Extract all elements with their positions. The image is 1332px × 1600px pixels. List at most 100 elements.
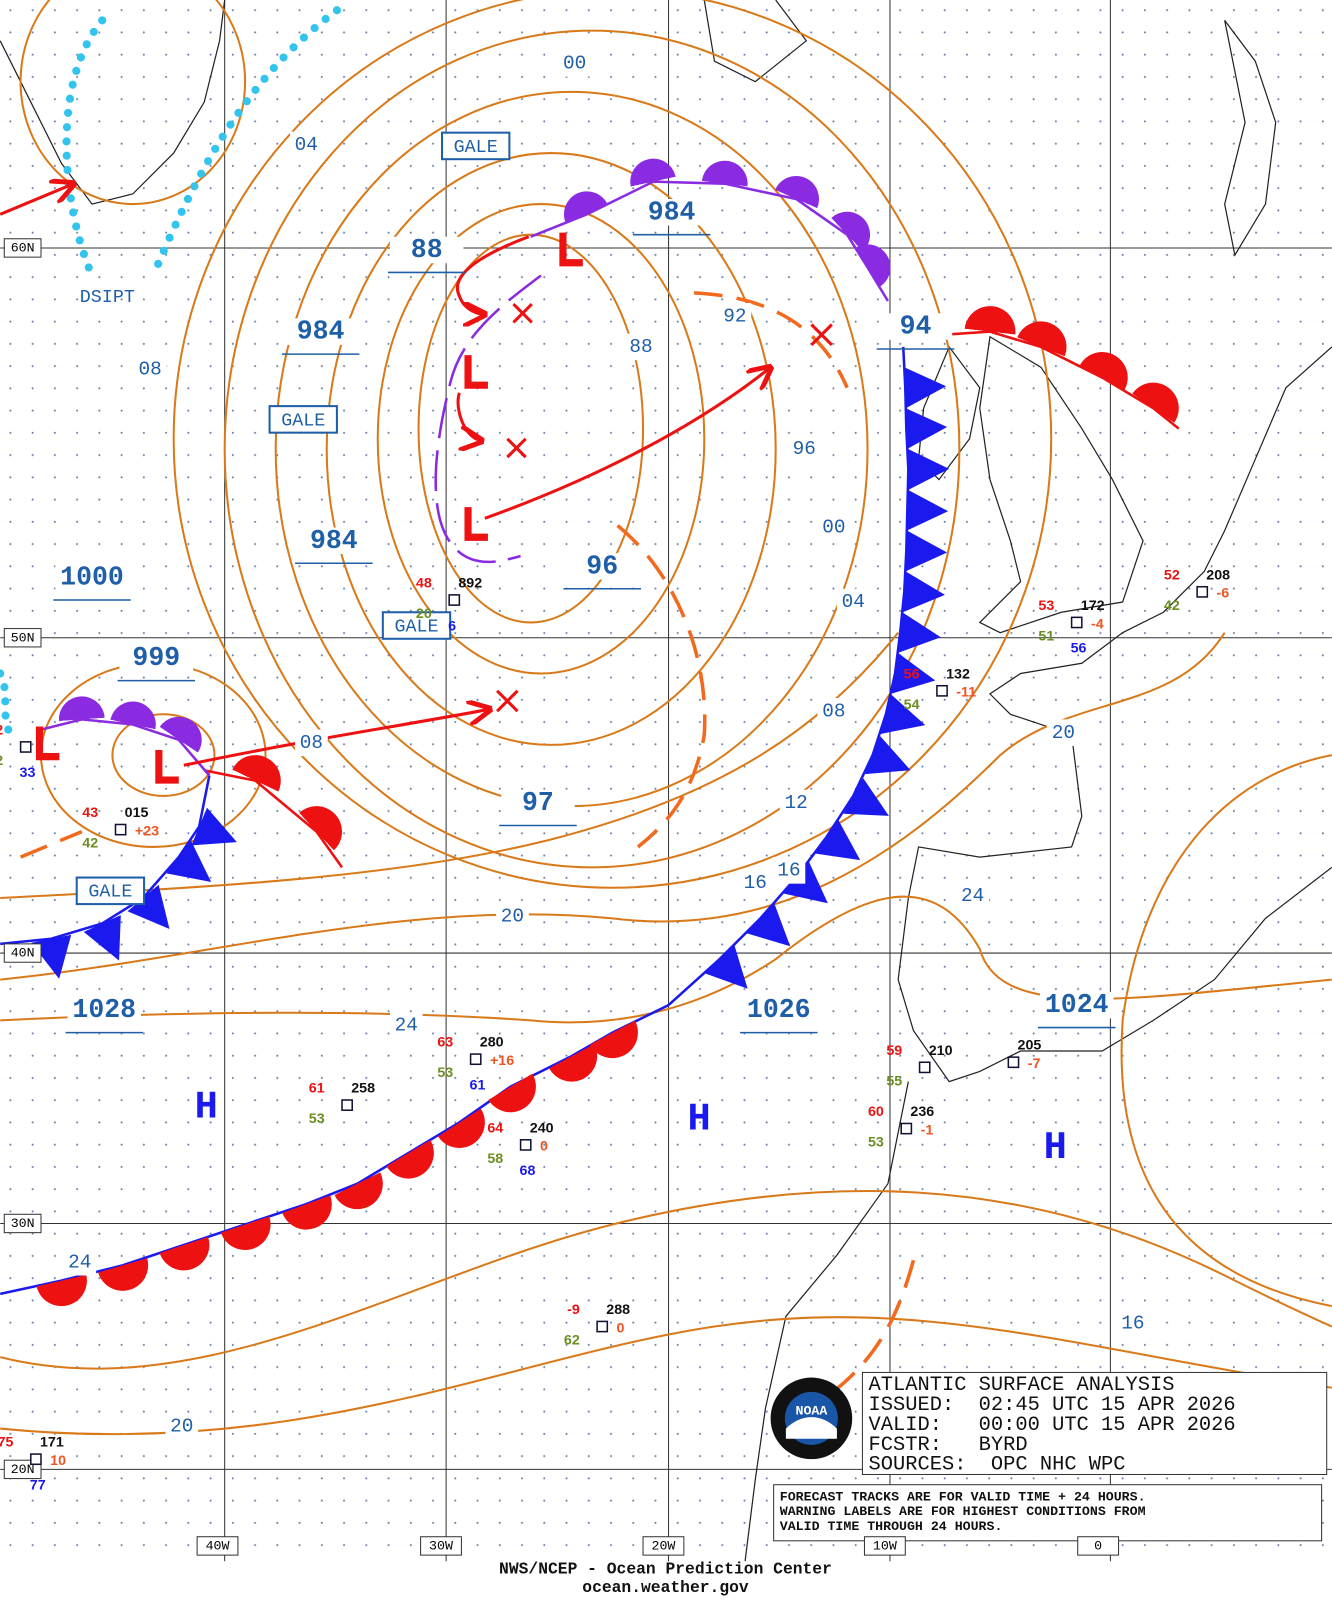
isobar-label-bg (389, 1012, 423, 1039)
footer-url: ocean.weather.gov (582, 1578, 749, 1597)
notice-line: WARNING LABELS ARE FOR HIGHEST CONDITION… (780, 1504, 1146, 1519)
station-tendency: 10 (50, 1453, 66, 1469)
isobar-label: 88 (411, 235, 443, 265)
isobar-label-bg (1039, 991, 1114, 1019)
station-extra: 6 (448, 618, 456, 634)
lat-label: 40N (11, 946, 35, 961)
high-center: H (688, 1098, 711, 1142)
isobar-label: 999 (132, 643, 180, 673)
isobar-label-bg (501, 789, 575, 817)
lon-label: 10W (873, 1538, 897, 1553)
isobar-label: 1026 (747, 995, 811, 1025)
station-dewpoint: 55 (886, 1073, 902, 1089)
isobar-label-bg (817, 697, 851, 725)
lat-label: 20N (11, 1462, 35, 1477)
station-tendency: -11 (956, 685, 976, 701)
lat-label-box (3, 1213, 42, 1234)
station-pressure: 171 (40, 1435, 64, 1451)
station-pressure: 015 (125, 805, 149, 821)
lon-label: 30W (429, 1538, 453, 1553)
isobar-label: 1000 (60, 563, 124, 593)
isobar-label: 04 (842, 591, 865, 613)
isobar-label-bg (67, 996, 141, 1024)
isobar-label-bg (817, 514, 851, 541)
isobar-label-bg (55, 564, 129, 591)
station-marker (918, 1061, 931, 1074)
station-temp: 48 (416, 575, 432, 591)
coastlines (0, 0, 1332, 1562)
isobar-label: 1028 (72, 995, 136, 1025)
station-temp: 60 (868, 1104, 884, 1120)
isobar-label-bg (295, 729, 328, 757)
isobar-label-bg (956, 882, 989, 910)
notice-box (773, 1484, 1323, 1542)
station-dewpoint: 53 (309, 1111, 325, 1127)
warning-label: GALE (88, 882, 132, 903)
info-title: ATLANTIC SURFACE ANALYSIS (869, 1374, 1175, 1397)
station-temp: 56 (904, 666, 920, 682)
station-marker (1196, 585, 1209, 598)
isobar-label: 16 (777, 860, 800, 882)
station-dewpoint: 58 (487, 1151, 503, 1167)
station-temp: 63 (437, 1035, 453, 1051)
station-temp: 53 (1038, 598, 1054, 614)
station-dewpoint: 32 (0, 753, 3, 769)
isobar-label-bg (165, 1413, 199, 1440)
station-pressure: 258 (351, 1081, 375, 1097)
isobar-label-bg (836, 588, 870, 616)
isobar-label: 20 (170, 1416, 193, 1438)
station-temp: -9 (567, 1302, 580, 1318)
info-sources: SOURCES: OPC NHC WPC (869, 1454, 1126, 1477)
isobar-label: 04 (295, 134, 318, 156)
station-marker (30, 1453, 42, 1466)
station-tendency: +16 (490, 1053, 514, 1069)
station-pressure: 132 (946, 666, 970, 682)
station-tendency: 0 (540, 1139, 548, 1155)
lon-label-box (1077, 1536, 1120, 1556)
isobar-label: 08 (139, 359, 162, 381)
isobar-label-bg (558, 50, 591, 77)
lon-label: 40W (206, 1538, 230, 1553)
station-marker (1070, 616, 1083, 629)
station-tendency: -1 (921, 1122, 934, 1138)
isobar-label: 94 (900, 312, 932, 342)
station-temp: 43 (82, 805, 98, 821)
isobar-label-bg (742, 996, 816, 1024)
isobar-label: 88 (629, 336, 652, 358)
station-marker (936, 684, 948, 697)
isobar-label: 97 (522, 788, 554, 818)
station-pressure: 205 (1018, 1038, 1042, 1054)
high-center: H (195, 1085, 218, 1129)
lat-label-box (3, 628, 42, 648)
station-pressure: 892 (458, 575, 482, 591)
isobar-label-bg (297, 527, 371, 555)
station-temp: 64 (487, 1120, 503, 1136)
isobar-label: 16 (1121, 1313, 1144, 1335)
station-temp: 52 (1164, 567, 1180, 583)
station-extra: 77 (30, 1477, 46, 1493)
station-extra: 61 (470, 1077, 486, 1093)
station-pressure: 236 (910, 1104, 934, 1120)
station-marker (1007, 1056, 1020, 1069)
isobar-label-bg (787, 435, 821, 463)
isobar-label: 12 (784, 792, 807, 814)
station-tendency: 0 (617, 1320, 625, 1336)
isobar-label: 20 (1052, 722, 1075, 744)
info-box (861, 1371, 1328, 1476)
station-pressure: 172 (1081, 598, 1105, 614)
isobar-label-bg (63, 1248, 97, 1276)
logo-text: NOAA (796, 1404, 828, 1419)
isobar-label-bg (496, 903, 529, 930)
ice-edge (62, 6, 341, 280)
isobar-label: 984 (297, 317, 345, 347)
isobar-label-bg (283, 318, 358, 345)
station-marker (519, 1139, 532, 1151)
isobar-label-bg (624, 333, 658, 361)
notice-line: VALID TIME THROUGH 24 HOURS. (780, 1519, 1003, 1534)
isobar-label-bg (1047, 719, 1080, 746)
station-pressure: 208 (1206, 567, 1230, 583)
station-tendency: -6 (1217, 586, 1230, 602)
isobar-label-bg (779, 789, 813, 817)
station-pressure: 288 (606, 1302, 630, 1318)
warning-box (381, 611, 452, 640)
